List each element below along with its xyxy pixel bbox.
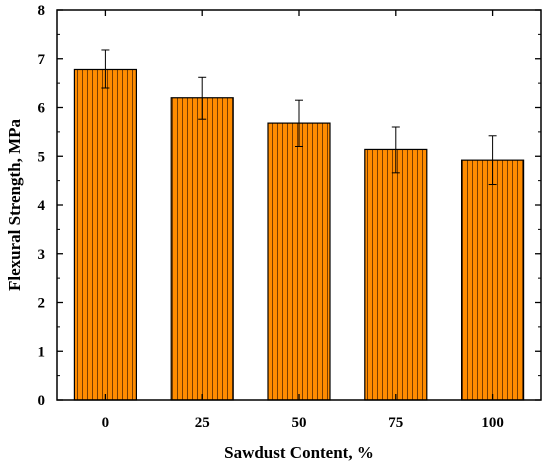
y-axis: 0 1 2 3 4 5 6 7 8 (38, 3, 541, 409)
y-tick-label: 2 (38, 296, 46, 312)
y-tick-label: 3 (38, 247, 46, 263)
x-tick-label: 100 (481, 415, 504, 431)
x-tick-label: 75 (388, 415, 403, 431)
y-tick-label: 7 (38, 52, 46, 68)
x-axis: 0 25 50 75 100 (102, 10, 504, 431)
error-bars-group (101, 49, 497, 186)
bar (73, 68, 138, 401)
y-tick-label: 0 (38, 393, 46, 409)
y-tick-label: 8 (38, 3, 46, 19)
bar (170, 97, 234, 401)
x-tick-label: 0 (102, 415, 110, 431)
x-tick-label: 50 (292, 415, 307, 431)
y-tick-label: 1 (38, 344, 46, 360)
y-tick-label: 5 (38, 149, 46, 165)
x-axis-title: Sawdust Content, % (224, 443, 374, 462)
y-tick-label: 4 (38, 198, 46, 214)
y-axis-title: Flexural Strength, MPa (5, 118, 24, 291)
bar (461, 159, 525, 401)
y-tick-label: 6 (38, 101, 46, 117)
x-tick-label: 25 (195, 415, 210, 431)
bar (267, 122, 331, 401)
bar (364, 148, 428, 401)
